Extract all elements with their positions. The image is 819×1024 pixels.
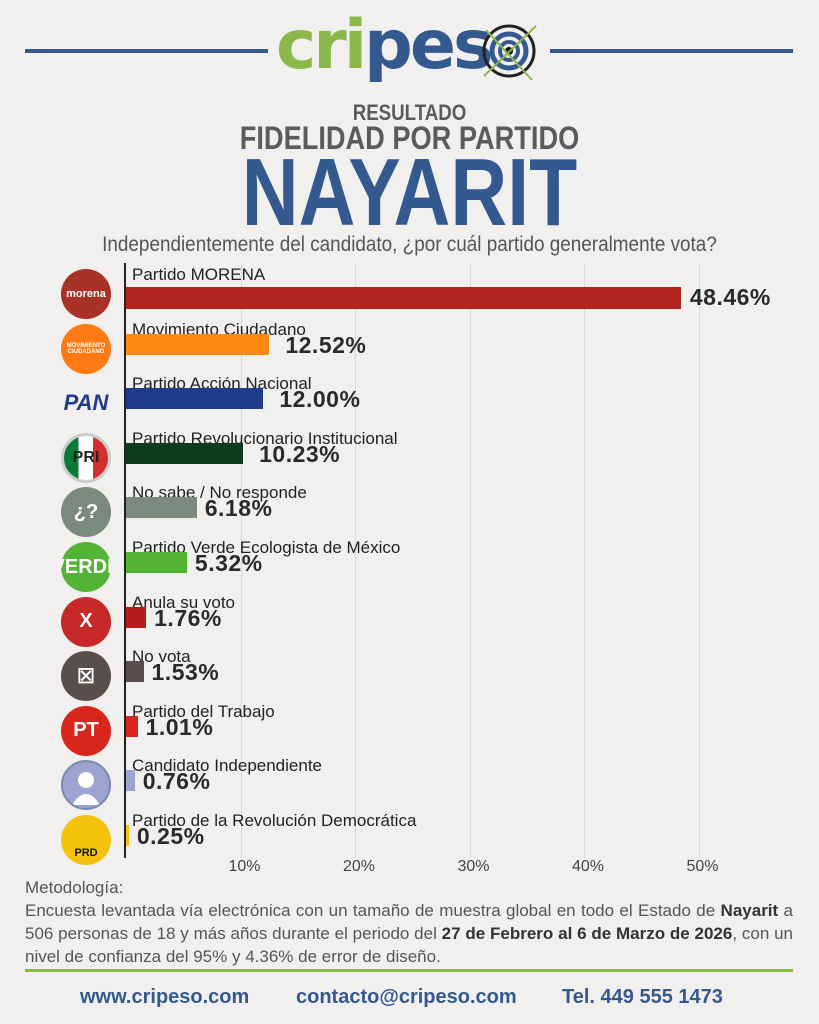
bar — [126, 825, 129, 846]
bar — [126, 770, 135, 792]
gridline — [698, 263, 700, 858]
header-rule-left — [25, 49, 268, 53]
tick-label: 30% — [457, 858, 490, 875]
bar — [126, 606, 147, 628]
value-label: 12.00% — [279, 386, 361, 413]
gridline — [469, 263, 471, 858]
value-label: 1.01% — [145, 713, 214, 740]
gridline — [355, 263, 356, 858]
category-label: Candidato Independiente — [132, 756, 322, 776]
methodology-title: Metodología: — [25, 878, 124, 897]
bar — [126, 388, 264, 410]
category-label: Partido del Trabajo — [132, 701, 275, 721]
bar — [126, 442, 244, 464]
footer-rule — [25, 969, 793, 972]
phone-number: Tel. 449 555 1473 — [562, 986, 723, 1008]
tick-label: 20% — [342, 858, 376, 875]
value-label: 1.76% — [154, 604, 222, 631]
value-label: 10.23% — [259, 440, 341, 467]
value-label: 0.76% — [142, 768, 211, 795]
tick-label: 10% — [228, 858, 261, 875]
bar — [126, 287, 681, 309]
person-icon — [61, 760, 111, 811]
y-axis — [124, 263, 126, 858]
bar — [126, 552, 187, 573]
verde-logo: VERDE — [61, 542, 111, 592]
pan-logo: PAN — [63, 390, 109, 416]
state-title: NAYARIT — [241, 139, 578, 246]
category-label: Partido Verde Ecologista de México — [132, 538, 401, 557]
tick-label: 50% — [686, 858, 719, 875]
value-label: 48.46% — [689, 284, 771, 310]
category-label: Partido MORENA — [132, 265, 266, 284]
bar — [126, 333, 270, 355]
morena-logo: morena — [61, 269, 111, 319]
value-label: 1.53% — [151, 659, 220, 686]
ballot-box-icon: ☒ — [61, 651, 111, 702]
title: FIDELIDAD POR PARTIDO — [239, 120, 580, 156]
question: Independientemente del candidato, ¿por c… — [102, 233, 717, 256]
bar — [126, 497, 197, 519]
tick-label: 40% — [571, 858, 605, 875]
category-label: Partido de la Revolución Democrática — [132, 811, 417, 830]
value-label: 5.32% — [194, 550, 263, 576]
pri-logo: PRI — [61, 432, 111, 483]
gridline — [240, 263, 242, 858]
methodology-text: Encuesta levantada vía electrónica con u… — [25, 901, 793, 966]
question-icon: ¿? — [61, 487, 111, 538]
pt-logo: PT — [61, 705, 111, 756]
prd-logo: PRD — [61, 815, 111, 865]
bar — [126, 715, 138, 737]
category-label: No vota — [132, 647, 191, 667]
website-link[interactable]: www.cripeso.com — [80, 986, 250, 1008]
header-rule-right — [550, 49, 793, 53]
value-label: 6.18% — [204, 495, 273, 522]
category-label: Anula su voto — [132, 592, 236, 612]
movimiento-ciudadano-logo: MOVIMIENTO CIUDADANO — [61, 323, 111, 374]
x-icon: X — [61, 596, 111, 647]
kicker: RESULTADO — [352, 100, 467, 125]
value-label: 12.52% — [285, 331, 367, 358]
methodology: Metodología: Encuesta levantada vía elec… — [25, 876, 793, 968]
value-label: 0.25% — [136, 823, 205, 849]
target-icon — [482, 24, 537, 81]
gridline — [584, 263, 585, 858]
email-link[interactable]: contacto@cripeso.com — [296, 986, 517, 1008]
cripeso-logo: cripes — [276, 6, 546, 90]
bar — [126, 661, 144, 683]
